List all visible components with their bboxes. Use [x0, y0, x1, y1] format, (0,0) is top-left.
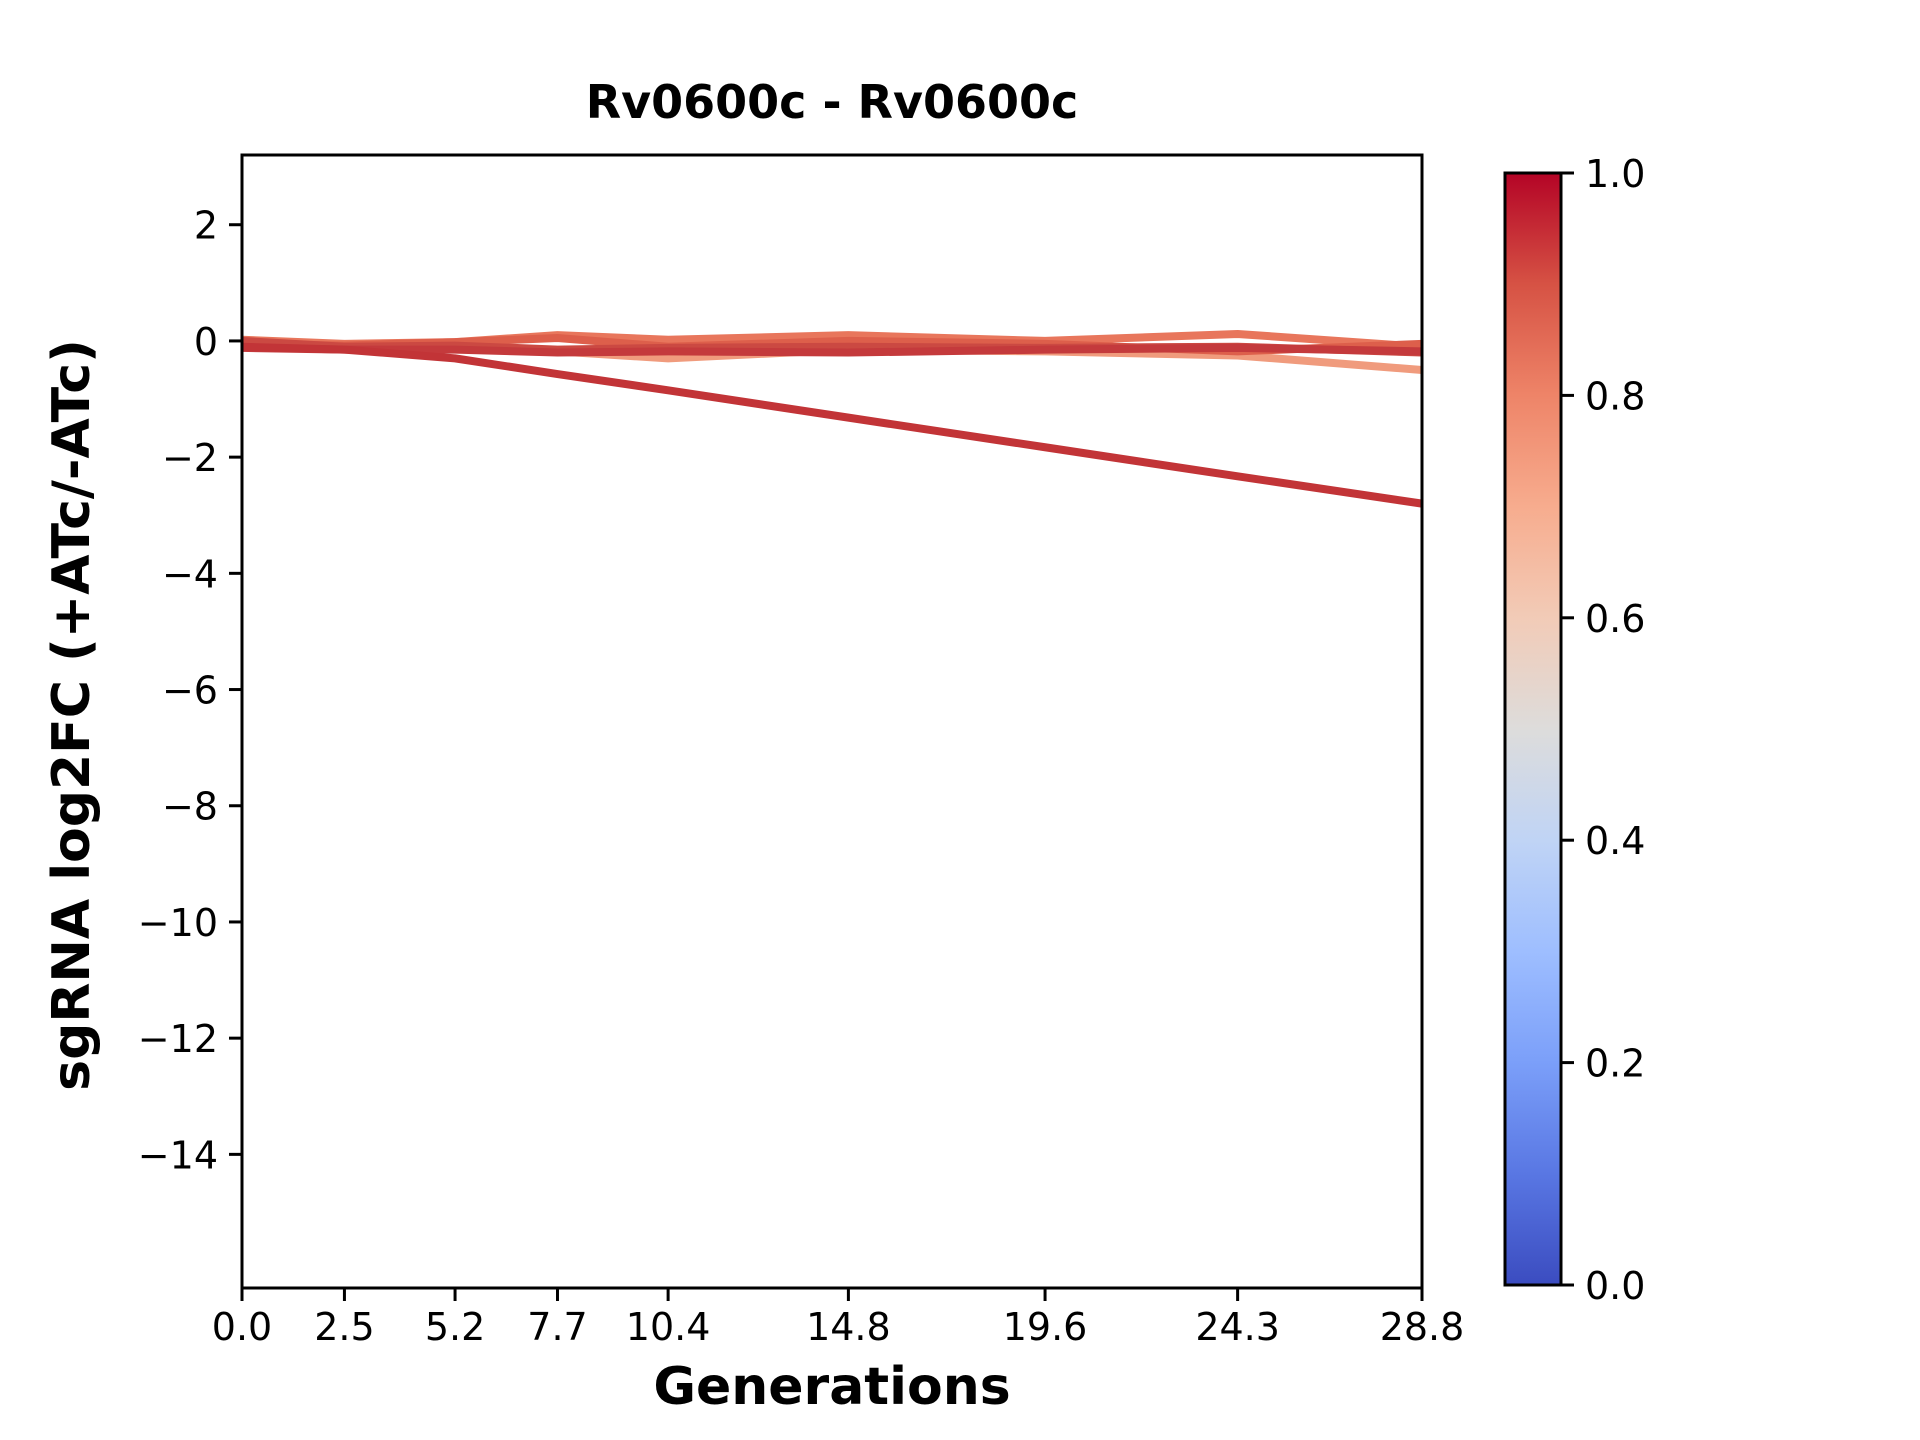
y-tick-label: −12: [138, 1017, 218, 1061]
colorbar-tick-label: 0.6: [1585, 597, 1645, 641]
y-tick-label: −4: [162, 552, 218, 596]
x-tick-label: 7.7: [527, 1305, 587, 1349]
y-tick-label: −8: [162, 785, 218, 829]
y-tick-label: 2: [194, 204, 218, 248]
x-axis-label: Generations: [653, 1357, 1011, 1417]
colorbar-tick-label: 0.2: [1585, 1042, 1645, 1086]
y-tick-label: −14: [138, 1133, 218, 1177]
x-tick-label: 14.8: [806, 1305, 891, 1349]
x-tick-label: 10.4: [626, 1305, 711, 1349]
colorbar-tick-label: 0.8: [1585, 374, 1645, 418]
colorbar-tick-label: 0.0: [1585, 1264, 1645, 1308]
colorbar-gradient: [1505, 173, 1561, 1285]
x-tick-label: 28.8: [1380, 1305, 1465, 1349]
colorbar-border: [1503, 171, 1563, 1287]
x-tick-label: 24.3: [1195, 1305, 1280, 1349]
x-tick-label: 0.0: [212, 1305, 272, 1349]
x-tick-label: 19.6: [1003, 1305, 1088, 1349]
x-tick-label: 2.5: [314, 1305, 374, 1349]
colorbar-tick-label: 0.4: [1585, 819, 1645, 863]
y-tick-label: −10: [138, 901, 218, 945]
y-tick-label: −2: [162, 436, 218, 480]
chart-title: Rv0600c - Rv0600c: [585, 75, 1079, 129]
x-tick-label: 5.2: [425, 1305, 485, 1349]
plot-border: [240, 153, 1424, 1290]
y-tick-label: 0: [194, 320, 218, 364]
colorbar-tick-label: 1.0: [1585, 152, 1645, 196]
series-line-6: [241, 342, 1423, 508]
y-tick-label: −6: [162, 669, 218, 713]
